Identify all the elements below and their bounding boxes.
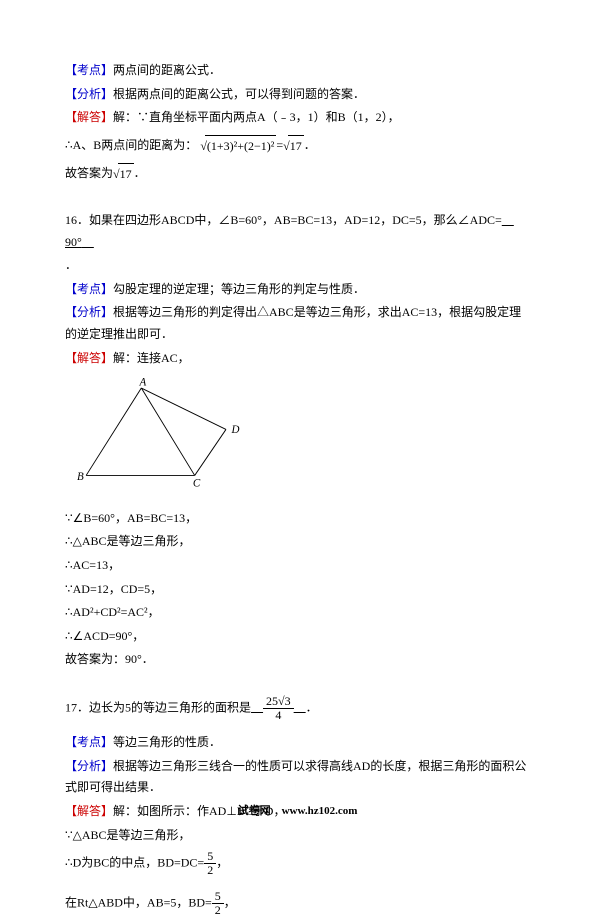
s3-step2-frac: 52 — [204, 850, 216, 877]
s3-step3: 在Rt△ABD中，AB=5，BD=52， — [65, 890, 530, 917]
svg-text:A: A — [139, 377, 147, 388]
s3-step3-pre: 在Rt△ABD中，AB=5，BD= — [65, 895, 212, 909]
s2-step3: ∴AC=13， — [65, 555, 530, 577]
kaodian-line-1: 【考点】两点间的距离公式． — [65, 60, 530, 82]
svg-text:B: B — [77, 471, 84, 483]
prob-text-17: 边长为5的等边三角形的面积是 — [89, 700, 251, 714]
fenxi-text-1: 根据两点间的距离公式，可以得到问题的答案． — [113, 87, 365, 101]
svg-text:C: C — [193, 478, 201, 490]
s3-step2: ∴D为BC的中点，BD=DC=52， — [65, 850, 530, 877]
s2-step4: ∵AD=12，CD=5， — [65, 579, 530, 601]
s2-step5: ∴AD²+CD²=AC²， — [65, 602, 530, 624]
kaodian-label-3: 【考点】 — [65, 735, 113, 749]
prob-text-16: 如果在四边形ABCD中，∠B=60°，AB=BC=13，AD=12，DC=5，那… — [89, 213, 502, 227]
kaodian-line-3: 【考点】等边三角形的性质． — [65, 732, 530, 754]
kaodian-text-1: 两点间的距离公式． — [113, 63, 221, 77]
sqrt-result: √17 — [283, 135, 304, 158]
fenxi-label-2: 【分析】 — [65, 305, 113, 319]
fenxi-label-3: 【分析】 — [65, 759, 113, 773]
svg-text:D: D — [231, 424, 240, 436]
s2-step2: ∴△ABC是等边三角形， — [65, 531, 530, 553]
s3-step3-post: ， — [224, 895, 236, 909]
period-1a: ． — [304, 138, 316, 152]
jieda-label: 【解答】 — [65, 110, 113, 124]
s3-step3-frac: 52 — [212, 890, 224, 917]
fenxi-text-3: 根据等边三角形三线合一的性质可以求得高线AD的长度，根据三角形的面积公式即可得出… — [65, 759, 526, 795]
prob-num-17: 17． — [65, 700, 89, 714]
s2-step1: ∵∠B=60°，AB=BC=13， — [65, 508, 530, 530]
sqrt-expr: √(1+3)²+(2−1)² — [200, 135, 276, 158]
fenxi-line-3: 【分析】根据等边三角形三线合一的性质可以求得高线AD的长度，根据三角形的面积公式… — [65, 756, 530, 799]
prob-num-16: 16． — [65, 213, 89, 227]
answer-pre: 故答案为 — [65, 166, 113, 180]
problem-17: 17．边长为5的等边三角形的面积是 25√34 ． — [65, 695, 530, 722]
fenxi-label: 【分析】 — [65, 87, 113, 101]
problem-16: 16．如果在四边形ABCD中，∠B=60°，AB=BC=13，AD=12，DC=… — [65, 210, 530, 253]
s3-step2-post: ， — [216, 856, 228, 870]
s3-step2-pre: ∴D为BC的中点，BD=DC= — [65, 856, 204, 870]
s2-step7: 故答案为：90°． — [65, 649, 530, 671]
kaodian-label: 【考点】 — [65, 63, 113, 77]
jieda-text-2: 解：连接AC， — [113, 351, 190, 365]
kaodian-line-2: 【考点】勾股定理的逆定理；等边三角形的判定与性质． — [65, 279, 530, 301]
s2-step6: ∴∠ACD=90°， — [65, 626, 530, 648]
triangle-figure: A B C D — [75, 377, 530, 500]
s3-step1: ∵△ABC是等边三角形， — [65, 825, 530, 847]
dist-pre: ∴A、B两点间的距离为： — [65, 138, 197, 152]
period-1b: ． — [134, 166, 146, 180]
kaodian-label-2: 【考点】 — [65, 282, 113, 296]
kaodian-text-2: 勾股定理的逆定理；等边三角形的判定与性质． — [113, 282, 365, 296]
kaodian-text-3: 等边三角形的性质． — [113, 735, 221, 749]
answer-line-1: 故答案为√17． — [65, 163, 530, 186]
fenxi-text-2: 根据等边三角形的判定得出△ABC是等边三角形，求出AC=13，根据勾股定理的逆定… — [65, 305, 521, 341]
eq-sign: = — [276, 138, 283, 152]
jieda-line-1: 【解答】解：∵直角坐标平面内两点A（﹣3，1）和B（1，2）， — [65, 107, 530, 129]
page-footer: 试卷网 www.hz102.com — [0, 802, 595, 822]
period-16: ． — [65, 255, 530, 277]
jieda-prefix-1: 解：∵直角坐标平面内两点A（﹣3，1）和B（1，2）， — [113, 110, 400, 124]
fenxi-line-2: 【分析】根据等边三角形的判定得出△ABC是等边三角形，求出AC=13，根据勾股定… — [65, 302, 530, 345]
dist-line: ∴A、B两点间的距离为： √(1+3)²+(2−1)² =√17． — [65, 135, 530, 158]
answer-sqrt: √17 — [113, 163, 134, 186]
prob-ans-17: 25√34 — [251, 700, 306, 714]
jieda-label-2: 【解答】 — [65, 351, 113, 365]
fenxi-line-1: 【分析】根据两点间的距离公式，可以得到问题的答案． — [65, 84, 530, 106]
jieda-line-2: 【解答】解：连接AC， — [65, 348, 530, 370]
period-17: ． — [306, 700, 318, 714]
